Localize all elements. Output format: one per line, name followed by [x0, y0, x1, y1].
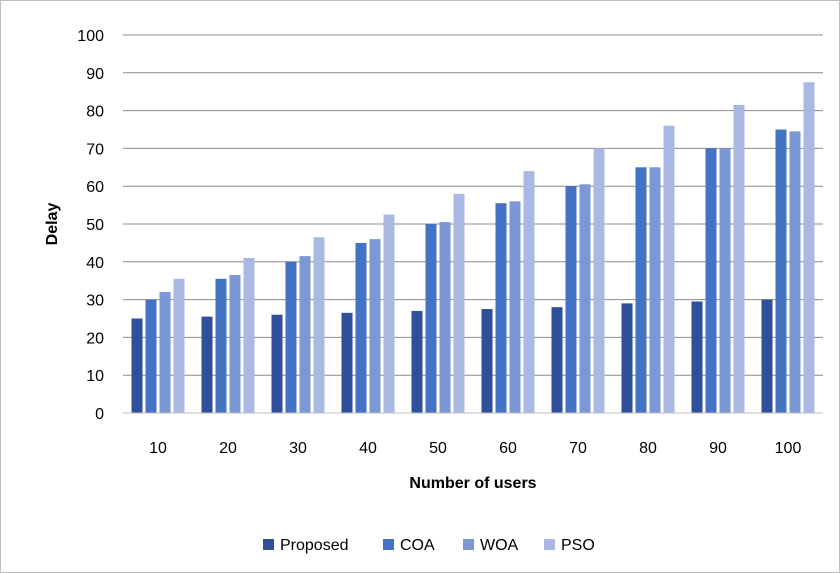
- x-axis-title: Number of users: [409, 475, 536, 492]
- bar-coa-50: [425, 224, 437, 413]
- bar-proposed-40: [341, 312, 353, 413]
- x-tick-label: 70: [569, 440, 587, 457]
- y-tick-label: 40: [86, 255, 104, 272]
- bar-proposed-10: [131, 318, 143, 413]
- bar-coa-100: [775, 129, 787, 413]
- bar-proposed-70: [551, 307, 563, 413]
- bar-pso-80: [663, 125, 675, 413]
- bar-proposed-90: [691, 301, 703, 413]
- legend-swatch: [263, 539, 274, 550]
- y-tick-label: 80: [86, 104, 104, 121]
- bar-coa-30: [285, 261, 297, 413]
- x-tick-label: 40: [359, 440, 377, 457]
- y-tick-label: 60: [86, 179, 104, 196]
- bar-pso-10: [173, 278, 185, 413]
- y-tick-label: 100: [77, 28, 104, 45]
- y-tick-label: 0: [95, 406, 104, 423]
- bar-pso-100: [803, 82, 815, 413]
- x-tick-label: 50: [429, 440, 447, 457]
- bar-proposed-50: [411, 310, 423, 413]
- legend-item-woa: WOA: [463, 537, 519, 554]
- legend-item-coa: COA: [383, 537, 435, 554]
- bar-woa-10: [159, 292, 171, 413]
- bar-coa-90: [705, 148, 717, 413]
- bar-woa-90: [719, 148, 731, 413]
- x-tick-label: 100: [775, 440, 802, 457]
- y-tick-label: 20: [86, 330, 104, 347]
- x-tick-label: 10: [149, 440, 167, 457]
- legend-label: WOA: [480, 537, 519, 554]
- bar-pso-60: [523, 171, 535, 413]
- bar-woa-30: [299, 256, 311, 413]
- legend: Proposed COA WOA PSO: [263, 537, 595, 554]
- bar-proposed-30: [271, 314, 283, 413]
- legend-label: PSO: [561, 537, 595, 554]
- x-tick-label: 30: [289, 440, 307, 457]
- y-tick-label: 50: [86, 217, 104, 234]
- bar-proposed-100: [761, 299, 773, 413]
- y-tick-label: 10: [86, 368, 104, 385]
- bar-pso-40: [383, 214, 395, 413]
- y-axis-tick-labels: 0 10 20 30 40 50 60 70 80 90 100: [77, 28, 104, 423]
- bar-woa-100: [789, 131, 801, 413]
- bar-coa-80: [635, 167, 647, 413]
- bar-woa-60: [509, 201, 521, 413]
- legend-item-proposed: Proposed: [263, 537, 349, 554]
- legend-item-pso: PSO: [544, 537, 595, 554]
- bar-coa-70: [565, 186, 577, 413]
- x-axis-tick-labels: 10 20 30 40 50 60 70 80 90 100: [149, 440, 801, 457]
- y-tick-label: 90: [86, 66, 104, 83]
- bar-woa-50: [439, 222, 451, 413]
- legend-swatch: [463, 539, 474, 550]
- bar-woa-40: [369, 239, 381, 413]
- legend-swatch: [383, 539, 394, 550]
- bar-coa-40: [355, 242, 367, 413]
- bar-pso-50: [453, 193, 465, 413]
- bar-woa-80: [649, 167, 661, 413]
- x-tick-label: 90: [709, 440, 727, 457]
- bar-pso-90: [733, 104, 745, 414]
- bar-pso-70: [593, 148, 605, 413]
- bar-woa-70: [579, 184, 591, 413]
- bar-pso-30: [313, 237, 325, 413]
- bar-coa-20: [215, 278, 227, 413]
- x-tick-label: 80: [639, 440, 657, 457]
- bar-coa-60: [495, 203, 507, 413]
- gridlines: [123, 34, 823, 376]
- x-tick-label: 20: [219, 440, 237, 457]
- legend-label: COA: [400, 537, 435, 554]
- bar-woa-20: [229, 275, 241, 413]
- y-tick-label: 70: [86, 141, 104, 158]
- legend-label: Proposed: [280, 537, 349, 554]
- y-axis-title: Delay: [44, 203, 61, 246]
- bar-pso-20: [243, 258, 255, 413]
- bar-proposed-20: [201, 316, 213, 413]
- bar-coa-10: [145, 299, 157, 413]
- bar-proposed-60: [481, 309, 493, 413]
- x-tick-label: 60: [499, 440, 517, 457]
- bar-proposed-80: [621, 303, 633, 413]
- legend-swatch: [544, 539, 555, 550]
- bars: [131, 82, 815, 414]
- y-tick-label: 30: [86, 293, 104, 310]
